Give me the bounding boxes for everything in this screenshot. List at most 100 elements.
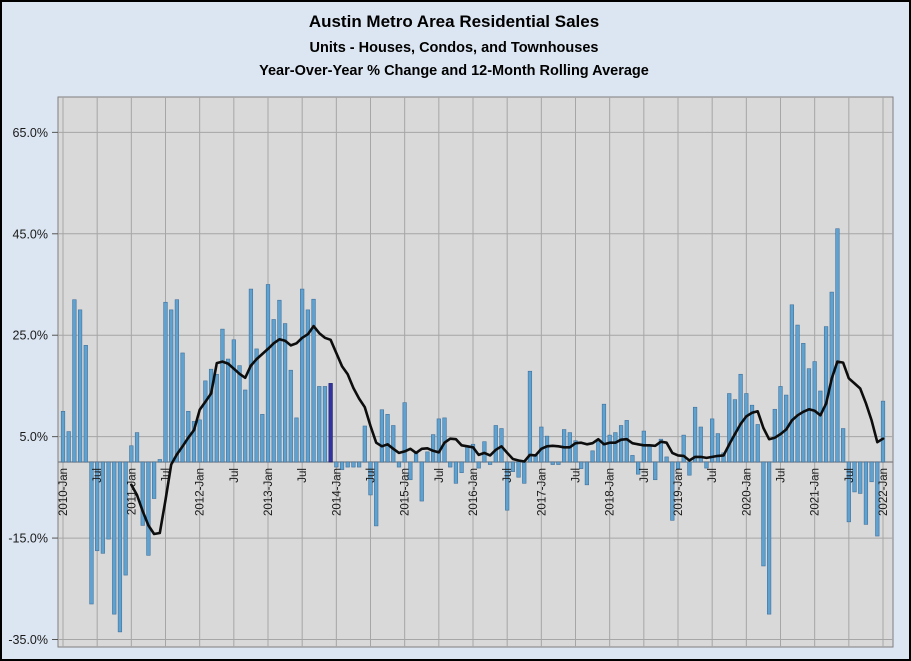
x-axis-label: 2013-Jan — [263, 468, 275, 516]
x-axis-label: 2018-Jan — [605, 468, 617, 516]
bar — [749, 404, 755, 463]
bar — [112, 461, 117, 615]
rolling-average-line — [130, 324, 885, 536]
bar — [265, 284, 271, 463]
bar — [374, 461, 379, 527]
bar — [146, 461, 151, 556]
bar — [169, 309, 174, 463]
bar — [334, 461, 339, 468]
x-axis-label: Jul — [297, 468, 309, 483]
bar — [368, 461, 373, 496]
bar — [339, 461, 345, 470]
y-axis-label: -35.0% — [8, 633, 48, 647]
bar — [134, 432, 140, 463]
bar — [630, 455, 635, 463]
x-axis-label: Jul — [366, 468, 378, 483]
x-axis-label: Jul — [92, 468, 104, 483]
bar — [880, 400, 886, 463]
bar — [869, 461, 874, 483]
bar — [260, 414, 265, 463]
bar — [516, 461, 521, 478]
x-axis-label: 2022-Jan — [878, 468, 890, 516]
bar — [300, 288, 305, 463]
bar — [778, 386, 783, 463]
bar — [544, 435, 550, 463]
bar — [522, 461, 527, 484]
x-axis-label: Jul — [707, 468, 719, 483]
bar — [601, 403, 607, 463]
x-axis-label: Jul — [502, 468, 514, 483]
x-axis-label: Jul — [776, 468, 788, 483]
chart-subtitle-measure: Year-Over-Year % Change and 12-Month Rol… — [259, 63, 649, 79]
bar — [277, 299, 282, 463]
bar — [408, 461, 413, 481]
plot-area: 65.0% 45.0% 25.0% 5.0% -15.0% -35.0% 2010-Jan J… — [8, 96, 894, 648]
bar-highlighted — [328, 383, 333, 463]
x-axis-label: Jul — [161, 468, 173, 483]
x-axis-label: 2011-Jan — [126, 468, 138, 515]
bar — [362, 425, 367, 463]
bar — [402, 402, 407, 463]
bar — [590, 450, 595, 463]
bar — [123, 461, 128, 576]
bar — [214, 373, 219, 463]
bar — [237, 365, 242, 463]
bar — [157, 459, 162, 463]
bar — [203, 380, 208, 463]
x-axis-label: 2020-Jan — [741, 468, 753, 516]
bar — [396, 461, 402, 468]
bar — [539, 426, 544, 463]
bar — [675, 461, 681, 469]
bar — [715, 433, 720, 463]
bar — [738, 373, 743, 463]
bar — [465, 446, 470, 463]
x-axis-label: 2019-Jan — [673, 468, 685, 516]
bar — [254, 348, 259, 463]
bar — [527, 370, 533, 463]
bar — [89, 461, 94, 605]
bar — [197, 419, 202, 463]
bar — [95, 461, 100, 552]
bar — [818, 390, 823, 463]
bar — [226, 358, 231, 463]
bar — [129, 445, 134, 463]
bar — [789, 304, 794, 463]
x-axis-label: Jul — [434, 468, 446, 483]
yoy-bars — [60, 228, 886, 633]
bar — [835, 228, 840, 463]
bar — [345, 461, 350, 468]
bar — [692, 406, 698, 463]
bar — [140, 461, 145, 526]
bar — [698, 426, 703, 463]
bar — [727, 393, 732, 463]
bar — [852, 461, 857, 493]
y-axis-label: 5.0% — [20, 430, 49, 444]
bar — [505, 461, 510, 511]
bar — [493, 425, 498, 463]
bar — [72, 299, 77, 463]
x-axis-label: 2017-Jan — [536, 468, 548, 516]
x-axis-label: Jul — [571, 468, 583, 483]
bar — [647, 444, 652, 463]
bar — [180, 352, 185, 463]
bar — [459, 461, 464, 473]
bar — [60, 410, 66, 463]
bar — [658, 438, 664, 463]
bar — [294, 417, 299, 463]
chart-subtitle-units: Units - Houses, Condos, and Townhouses — [310, 40, 599, 56]
x-axis-label: 2010-Jan — [58, 468, 70, 516]
bar — [208, 368, 214, 463]
bar — [476, 461, 481, 469]
bar — [573, 440, 578, 463]
bar — [385, 414, 390, 463]
bar — [556, 461, 561, 465]
bar — [391, 425, 396, 463]
bar — [317, 386, 322, 463]
bar — [681, 434, 686, 463]
bar — [453, 461, 459, 484]
bar — [846, 461, 851, 523]
x-axis-label: Jul — [229, 468, 241, 483]
bar — [806, 368, 812, 463]
bar — [875, 461, 880, 537]
